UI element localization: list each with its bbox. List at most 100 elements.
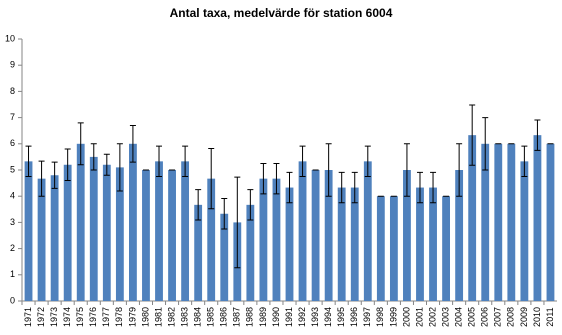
- bar: [89, 156, 98, 301]
- error-bar: [38, 160, 45, 197]
- y-tick-label: 9: [10, 60, 15, 70]
- error-bar: [77, 122, 84, 166]
- x-tick-label: 2006: [480, 307, 490, 327]
- bar: [142, 170, 150, 301]
- error-bar: [364, 145, 371, 178]
- error-bar: [221, 198, 228, 230]
- bar: [155, 161, 163, 301]
- x-tick-label: 1990: [271, 307, 281, 327]
- y-tick-label: 2: [10, 243, 15, 253]
- x-tick-label: 1980: [140, 307, 150, 327]
- error-bar: [90, 143, 97, 171]
- x-tick-label: 2000: [401, 307, 411, 327]
- x-tick-label: 1979: [127, 307, 137, 327]
- x-tick-label: 2011: [545, 307, 555, 326]
- bar: [298, 161, 307, 301]
- x-tick-label: 1995: [336, 307, 346, 327]
- bar: [363, 161, 372, 301]
- x-tick-label: 2002: [427, 307, 437, 327]
- error-bar: [234, 176, 241, 269]
- x-tick-label: 2003: [440, 307, 450, 327]
- bar: [24, 161, 33, 301]
- x-tick-label: 1992: [297, 307, 307, 327]
- error-bar: [325, 143, 332, 197]
- bar: [324, 170, 333, 301]
- bar: [337, 187, 346, 301]
- bar: [220, 213, 229, 301]
- bar: [129, 143, 137, 301]
- bar: [416, 187, 424, 301]
- bar: [481, 143, 490, 301]
- x-tick-label: 2010: [532, 307, 542, 327]
- bar: [102, 164, 111, 301]
- bar: [520, 161, 529, 301]
- bar: [546, 143, 555, 301]
- y-tick-label: 3: [10, 217, 15, 227]
- error-bar: [103, 153, 110, 176]
- error-bar: [208, 148, 215, 210]
- x-tick-label: 1971: [23, 307, 33, 327]
- x-tick-label: 1997: [362, 307, 372, 327]
- x-tick-label: 1981: [153, 307, 163, 327]
- bar: [259, 178, 268, 301]
- error-bar: [116, 143, 123, 192]
- x-tick-label: 1996: [349, 307, 359, 327]
- x-tick-label: 1976: [88, 307, 98, 327]
- error-bar: [482, 117, 489, 171]
- chart-title: Antal taxa, medelvärde för station 6004: [170, 6, 393, 20]
- error-bar: [351, 171, 358, 204]
- error-bar: [456, 143, 463, 197]
- error-bar: [156, 145, 163, 178]
- bar: [115, 167, 124, 301]
- bar: [311, 170, 320, 301]
- bar: [285, 187, 294, 301]
- bar: [272, 178, 281, 301]
- error-bar: [403, 143, 410, 197]
- y-tick-label: 7: [10, 112, 15, 122]
- x-tick-label: 1982: [166, 307, 176, 327]
- bar: [50, 175, 59, 301]
- x-tick-label: 2005: [467, 307, 477, 327]
- x-tick-label: 1984: [193, 307, 203, 327]
- x-tick-label: 1985: [206, 307, 216, 327]
- bar: [494, 143, 503, 301]
- error-bar: [416, 171, 423, 204]
- x-tick-label: 1998: [375, 307, 385, 327]
- bar: [246, 204, 255, 301]
- error-bar: [129, 124, 136, 163]
- x-tick-label: 1974: [62, 307, 72, 327]
- x-tick-label: 1983: [179, 307, 189, 327]
- x-tick-label: 2008: [506, 307, 516, 327]
- y-tick-label: 1: [10, 269, 15, 279]
- bar: [429, 187, 437, 301]
- error-bar: [299, 145, 306, 178]
- bar: [63, 164, 72, 301]
- error-bar: [260, 162, 267, 195]
- y-tick-label: 4: [10, 191, 15, 201]
- error-bar: [64, 148, 71, 181]
- error-bar: [25, 145, 32, 178]
- x-tick-label: 2009: [519, 307, 529, 327]
- x-tick-label: 1993: [310, 307, 320, 327]
- x-tick-label: 2004: [454, 307, 464, 327]
- error-bar: [182, 145, 189, 178]
- bar: [389, 196, 398, 301]
- bar: [168, 170, 176, 301]
- bar: [533, 135, 542, 301]
- error-bar: [273, 162, 280, 195]
- x-tick-label: 1986: [219, 307, 229, 327]
- x-tick-label: 1991: [284, 307, 294, 327]
- x-tick-label: 1975: [75, 307, 85, 327]
- error-bar: [286, 171, 293, 204]
- x-tick-label: 2001: [414, 307, 424, 327]
- bar: [403, 170, 411, 301]
- x-tick-label: 1977: [101, 307, 111, 327]
- error-bar: [521, 145, 528, 178]
- bar: [350, 187, 359, 301]
- y-tick-label: 0: [10, 295, 15, 305]
- y-tick-label: 6: [10, 138, 15, 148]
- bar: [194, 204, 203, 301]
- bar: [442, 196, 450, 301]
- x-tick-label: 1989: [258, 307, 268, 327]
